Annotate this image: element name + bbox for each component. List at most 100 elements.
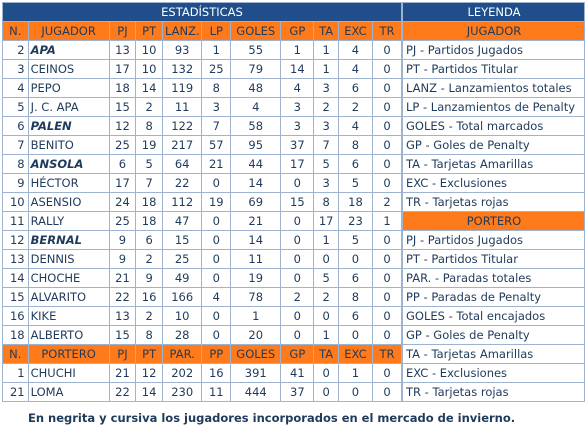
legend-row: PJ - Partidos Jugados — [402, 230, 585, 250]
legend-item: TA - Tarjetas Amarillas — [402, 154, 585, 174]
stat-cell: 3 — [280, 97, 315, 117]
stat-cell: 17 — [108, 59, 137, 79]
player-name: BERNAL — [27, 230, 110, 250]
table-row: 12 BERNAL 9 6 15 0 14 0 1 5 0 — [2, 230, 402, 250]
legend-row: GOLES - Total encajados — [402, 306, 585, 326]
legend-row: PORTERO — [402, 211, 585, 231]
stat-cell: 202 — [161, 363, 203, 383]
stat-cell: 14 — [230, 230, 282, 250]
stat-cell: 0 — [372, 116, 402, 136]
legend-row: LANZ - Lanzamientos totales — [402, 78, 585, 98]
stat-cell: 21 — [230, 211, 282, 231]
stat-cell: 69 — [230, 192, 282, 212]
stat-cell: 0 — [372, 40, 402, 60]
legend-row: TR - Tarjetas rojas — [402, 382, 585, 402]
goalkeeper-column-header: GOLES — [230, 344, 282, 364]
stat-cell: 6 — [337, 154, 374, 174]
stat-cell: 0 — [372, 306, 402, 326]
stat-cell: 17 — [280, 154, 315, 174]
legend-item: PT - Partidos Titular — [402, 59, 585, 79]
player-name: HÉCTOR — [27, 173, 110, 193]
player-number: 9 — [2, 173, 29, 193]
stat-cell: 0 — [280, 173, 315, 193]
stat-cell: 47 — [161, 211, 203, 231]
stat-cell: 12 — [135, 363, 163, 383]
legend-row: GP - Goles de Penalty — [402, 325, 585, 345]
player-name: ASENSIO — [27, 192, 110, 212]
column-header: GOLES — [230, 21, 282, 41]
stat-cell: 0 — [201, 306, 232, 326]
legend-item: EXC - Exclusiones — [402, 363, 585, 383]
player-number: 7 — [2, 135, 29, 155]
stat-cell: 11 — [201, 382, 232, 402]
legend-row: PJ - Partidos Jugados — [402, 40, 585, 60]
table-row: 16 KIKE 13 2 10 0 1 0 0 6 0 — [2, 306, 402, 326]
goalkeeper-column-header: PJ — [108, 344, 137, 364]
stat-cell: 4 — [337, 59, 374, 79]
stat-cell: 64 — [161, 154, 203, 174]
player-number: 16 — [2, 306, 29, 326]
stat-cell: 10 — [135, 59, 163, 79]
legend-item: LANZ - Lanzamientos totales — [402, 78, 585, 98]
goalkeeper-column-header: PORTERO — [27, 344, 110, 364]
legend-item: TR - Tarjetas rojas — [402, 192, 585, 212]
stat-cell: 10 — [135, 40, 163, 60]
table-row: 15 ALVARITO 22 16 166 4 78 2 2 8 0 — [2, 287, 402, 307]
stat-cell: 18 — [135, 211, 163, 231]
stat-cell: 22 — [108, 287, 137, 307]
stat-cell: 0 — [201, 325, 232, 345]
column-header: PJ — [108, 21, 137, 41]
stat-cell: 0 — [372, 173, 402, 193]
player-name: APA — [27, 40, 110, 60]
stat-cell: 41 — [280, 363, 315, 383]
column-header: JUGADOR — [27, 21, 110, 41]
legend-item: GOLES - Total encajados — [402, 306, 585, 326]
stat-cell: 25 — [161, 249, 203, 269]
stat-cell: 37 — [280, 135, 315, 155]
legend-portero-header: PORTERO — [402, 211, 585, 231]
stat-cell: 2 — [372, 192, 402, 212]
player-header-row: N. JUGADOR PJ PT LANZ. LP GOLES GP TA EXC TR — [2, 21, 402, 41]
goalkeeper-name: CHUCHI — [27, 363, 110, 383]
stat-cell: 4 — [230, 97, 282, 117]
stat-cell: 0 — [280, 268, 315, 288]
player-name: PEPO — [27, 78, 110, 98]
stat-cell: 8 — [201, 78, 232, 98]
goalkeeper-column-header: PP — [201, 344, 232, 364]
column-header: N. — [2, 21, 29, 41]
table-row: 18 ALBERTO 15 8 28 0 20 0 1 0 0 — [2, 325, 402, 345]
stat-cell: 1 — [280, 40, 315, 60]
footnote: En negrita y cursiva los jugadores incor… — [28, 411, 516, 425]
stat-cell: 0 — [201, 173, 232, 193]
stat-cell: 1 — [313, 40, 339, 60]
player-number: 13 — [2, 249, 29, 269]
table-row: 21 LOMA 22 14 230 11 444 37 0 0 0 — [2, 382, 402, 402]
stat-cell: 2 — [337, 97, 374, 117]
stat-cell: 0 — [280, 249, 315, 269]
stat-cell: 21 — [108, 268, 137, 288]
player-number: 4 — [2, 78, 29, 98]
table-row: 6 PALEN 12 8 122 7 58 3 3 4 0 — [2, 116, 402, 136]
player-rows: 2 APA 13 10 93 1 55 1 1 4 0 3 CEINOS 17 10 132 25 79 14 1 4 0… — [2, 40, 402, 345]
stat-cell: 0 — [280, 325, 315, 345]
stat-cell: 14 — [135, 382, 163, 402]
legend-row: PP - Paradas de Penalty — [402, 287, 585, 307]
stat-cell: 4 — [337, 40, 374, 60]
stat-cell: 0 — [372, 268, 402, 288]
legend-item: GOLES - Total marcados — [402, 116, 585, 136]
table-row: 13 DENNIS 9 2 25 0 11 0 0 0 0 — [2, 249, 402, 269]
stat-cell: 15 — [161, 230, 203, 250]
stat-cell: 48 — [230, 78, 282, 98]
table-row: 10 ASENSIO 24 18 112 19 69 15 8 18 2 — [2, 192, 402, 212]
legend-item: GP - Goles de Penalty — [402, 325, 585, 345]
stat-cell: 0 — [313, 306, 339, 326]
stat-cell: 0 — [372, 382, 402, 402]
stat-cell: 132 — [161, 59, 203, 79]
stat-cell: 0 — [280, 211, 315, 231]
stat-cell: 3 — [201, 97, 232, 117]
stat-cell: 4 — [280, 78, 315, 98]
stat-cell: 78 — [230, 287, 282, 307]
stat-cell: 14 — [135, 78, 163, 98]
player-number: 14 — [2, 268, 29, 288]
